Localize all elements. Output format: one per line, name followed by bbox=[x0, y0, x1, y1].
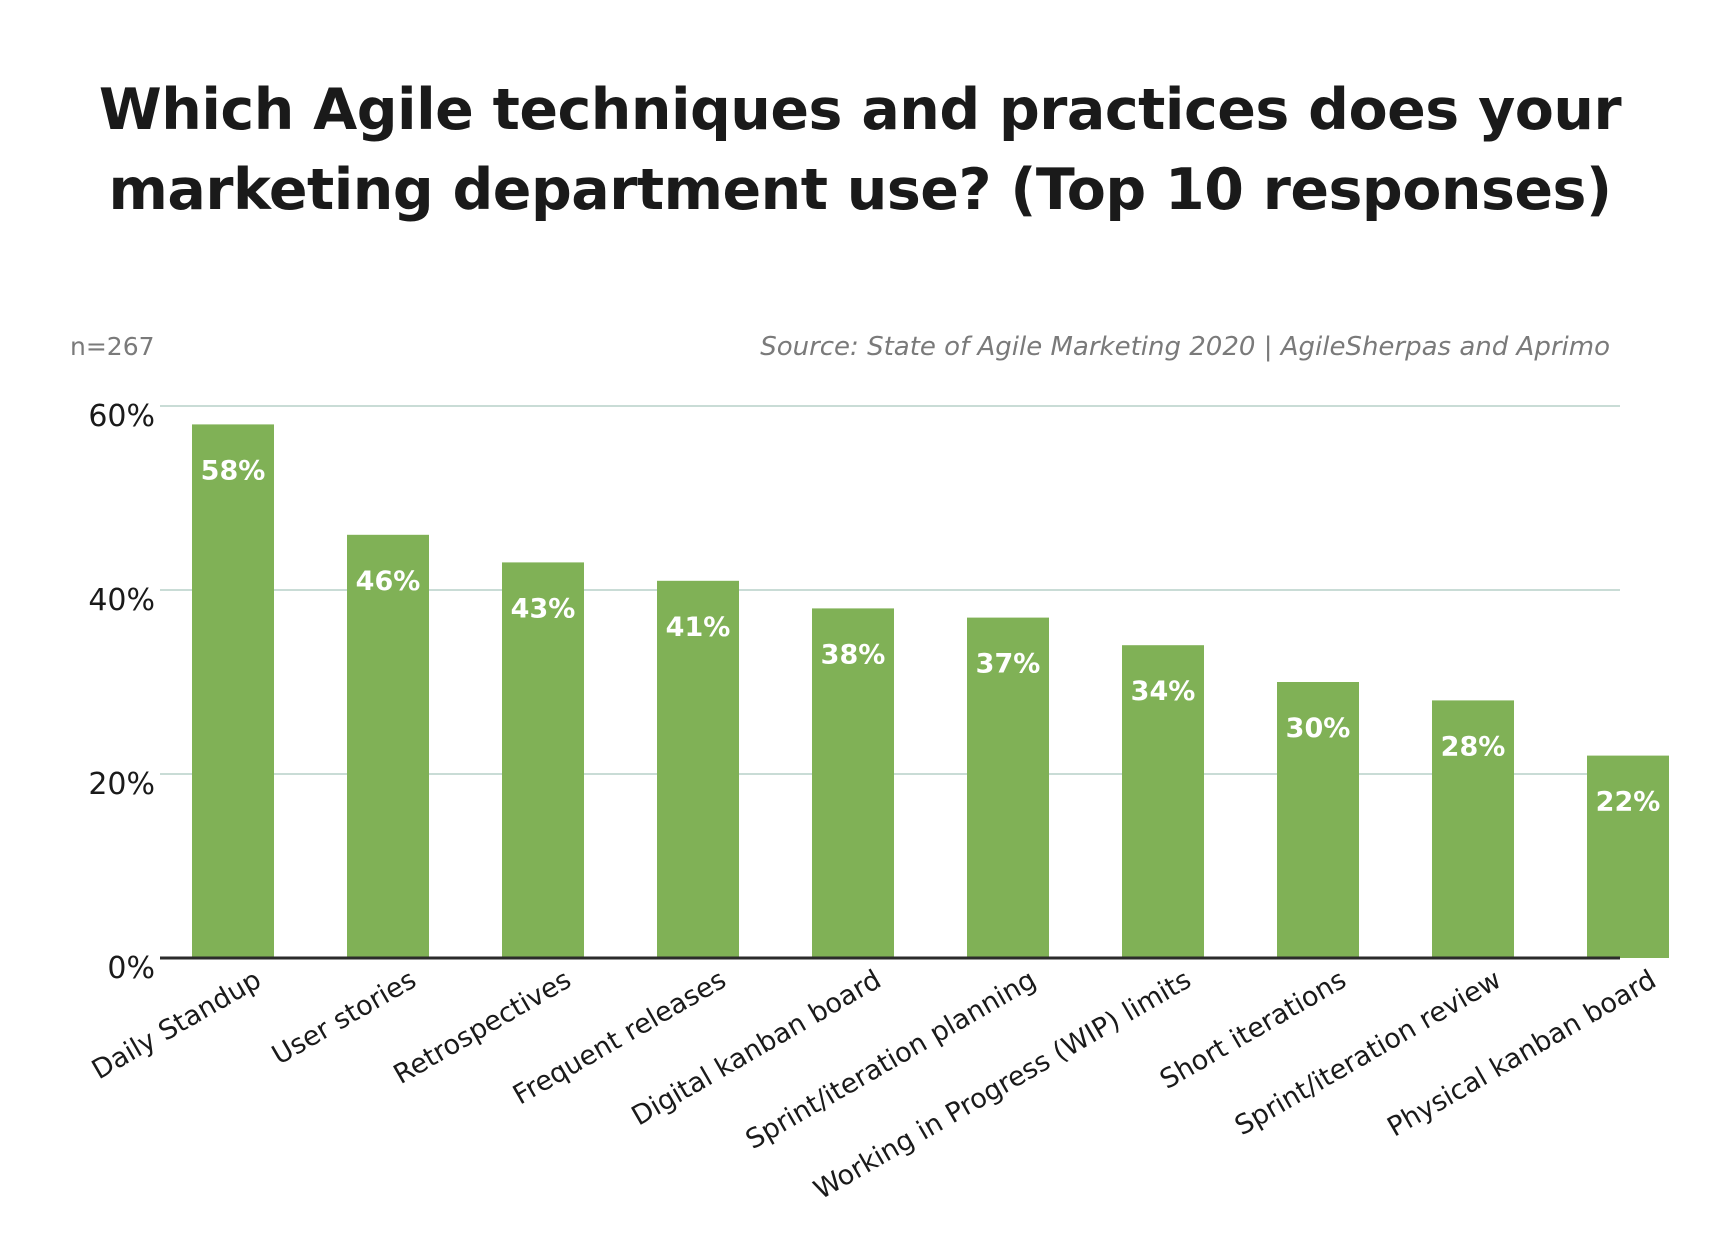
bar-value-label: 41% bbox=[666, 612, 731, 643]
source-label: Source: State of Agile Marketing 2020 | … bbox=[760, 332, 1610, 362]
bar bbox=[347, 534, 429, 958]
bar-value-label: 30% bbox=[1286, 713, 1351, 744]
bar-value-label: 22% bbox=[1596, 787, 1661, 818]
bar-value-label: 28% bbox=[1441, 731, 1506, 762]
x-tick-label: Digital kanban board bbox=[626, 964, 886, 1132]
bars: 58% 46% 43% 41% 38% 37% 34% 30% 28% 22% bbox=[192, 424, 1669, 958]
x-tick-label: Sprint/iteration planning bbox=[741, 964, 1042, 1156]
sample-size-label: n=267 bbox=[70, 332, 155, 361]
x-tick-label: User stories bbox=[267, 964, 422, 1071]
bar bbox=[502, 562, 584, 958]
bar bbox=[967, 617, 1049, 958]
bar bbox=[1587, 755, 1669, 958]
y-tick-label: 0% bbox=[107, 951, 155, 986]
y-tick-label: 20% bbox=[88, 767, 155, 802]
bar-value-label: 37% bbox=[976, 649, 1041, 680]
bar bbox=[1122, 645, 1204, 958]
bar bbox=[1432, 700, 1514, 958]
y-tick-label: 60% bbox=[88, 399, 155, 434]
bar-value-label: 46% bbox=[356, 566, 421, 597]
bar-value-label: 58% bbox=[201, 455, 266, 486]
chart-title-line-2: marketing department use? (Top 10 respon… bbox=[108, 157, 1612, 223]
bar-value-label: 43% bbox=[511, 593, 576, 624]
bar-value-label: 38% bbox=[821, 639, 886, 670]
chart-title-line-1: Which Agile techniques and practices doe… bbox=[98, 77, 1622, 143]
chart-title: Which Agile techniques and practices doe… bbox=[0, 70, 1720, 230]
y-axis: 0% 20% 40% 60% bbox=[88, 399, 155, 986]
x-axis-labels: Daily Standup User storiesRetrospectivesF… bbox=[87, 964, 1662, 1206]
bar bbox=[192, 424, 274, 958]
bar bbox=[657, 580, 739, 958]
x-tick-label: Physical kanban board bbox=[1382, 964, 1661, 1143]
bar bbox=[812, 608, 894, 958]
bar bbox=[1277, 682, 1359, 958]
y-tick-label: 40% bbox=[88, 583, 155, 618]
x-tick-label: Sprint/iteration review bbox=[1230, 964, 1507, 1142]
bar-value-label: 34% bbox=[1131, 676, 1196, 707]
